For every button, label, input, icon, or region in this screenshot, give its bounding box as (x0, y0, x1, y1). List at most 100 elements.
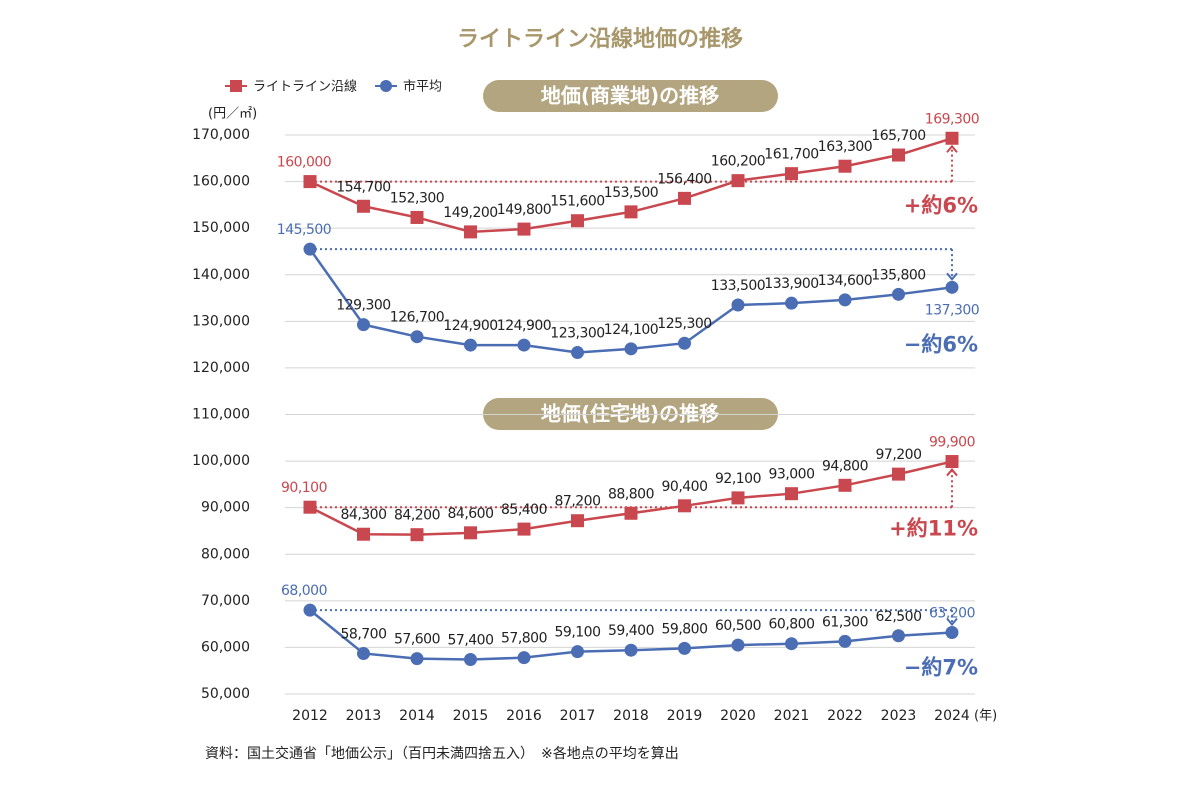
x-tick-label: 2022 (827, 708, 863, 724)
marker (892, 629, 905, 643)
marker (731, 298, 745, 312)
x-tick-label: 2016 (506, 708, 542, 724)
data-label: 156,400 (657, 171, 711, 187)
data-label: 124,900 (443, 318, 497, 334)
marker (678, 336, 691, 350)
data-label: 97,200 (876, 447, 922, 463)
marker (517, 522, 531, 536)
x-tick-label: 2018 (613, 708, 649, 724)
data-label: 92,100 (715, 471, 761, 487)
marker (303, 500, 317, 514)
data-label: 93,000 (769, 467, 815, 483)
x-tick-label: 2012 (292, 708, 328, 724)
data-label: 57,400 (448, 633, 494, 649)
data-label: 125,300 (657, 316, 711, 332)
marker (357, 646, 370, 660)
marker (464, 225, 477, 239)
annotation: +約11% (889, 517, 978, 541)
marker (731, 491, 745, 505)
x-tick-label: 2015 (453, 708, 489, 724)
x-tick-label: 2021 (774, 708, 810, 724)
marker (785, 637, 798, 651)
legend-label: 市平均 (403, 79, 442, 95)
data-label: 59,400 (608, 623, 654, 639)
data-label: 153,500 (604, 185, 658, 201)
data-label: 161,700 (764, 147, 818, 163)
y-tick-label: 70,000 (201, 593, 250, 609)
y-tick-label: 150,000 (192, 220, 250, 236)
marker (464, 653, 477, 667)
y-tick-label: 110,000 (192, 407, 250, 423)
marker (785, 296, 798, 310)
marker (571, 514, 584, 528)
y-tick-label: 80,000 (201, 546, 250, 562)
marker (624, 643, 638, 657)
marker (303, 175, 317, 189)
data-label: 123,300 (550, 326, 604, 342)
x-tick-label: 2017 (560, 708, 596, 724)
marker (410, 210, 424, 224)
data-label: 160,000 (277, 155, 331, 171)
marker (892, 287, 905, 301)
data-label: 133,900 (764, 276, 818, 292)
data-label: 126,700 (390, 310, 444, 326)
marker (945, 131, 959, 145)
marker (838, 478, 852, 492)
annotation: −約6% (904, 332, 978, 356)
data-label: 57,800 (501, 631, 547, 647)
marker (678, 191, 691, 205)
data-label: 59,100 (555, 625, 601, 641)
marker (731, 638, 745, 652)
y-tick-label: 140,000 (192, 267, 250, 283)
y-tick-label: 90,000 (201, 500, 250, 516)
data-label: 60,800 (769, 617, 815, 633)
data-label: 129,300 (336, 298, 390, 314)
y-tick-label: 160,000 (192, 174, 250, 190)
marker (464, 338, 477, 352)
x-tick-label: 2020 (720, 708, 756, 724)
x-unit: (年) (974, 709, 997, 724)
marker (785, 487, 798, 501)
data-label: 84,600 (448, 506, 494, 522)
marker (838, 159, 852, 173)
data-label: 165,700 (871, 128, 925, 144)
arrow-head (946, 617, 958, 627)
marker (678, 641, 691, 655)
marker (410, 528, 424, 542)
data-label: 152,300 (390, 190, 444, 206)
marker (517, 651, 531, 665)
marker (731, 174, 745, 188)
data-label: 57,600 (394, 632, 440, 648)
marker (464, 526, 477, 540)
data-label: 87,200 (555, 494, 601, 510)
data-label: 124,100 (604, 322, 658, 338)
y-tick-label: 170,000 (192, 127, 250, 143)
data-label: 149,800 (497, 202, 551, 218)
marker (303, 603, 317, 617)
data-label: 154,700 (336, 179, 390, 195)
data-label: 68,000 (281, 583, 327, 599)
data-label: 94,800 (822, 458, 868, 474)
marker (624, 342, 638, 356)
y-tick-label: 130,000 (192, 313, 250, 329)
arrow-head (946, 467, 958, 477)
y-tick-label: 60,000 (201, 639, 250, 655)
panel-badge (483, 80, 778, 112)
marker (517, 222, 531, 236)
marker (624, 506, 638, 520)
data-label: 63,200 (929, 606, 975, 622)
x-tick-label: 2024 (934, 708, 970, 724)
y-tick-label: 100,000 (192, 453, 250, 469)
marker (410, 652, 424, 666)
marker (892, 148, 905, 162)
marker (945, 455, 959, 469)
y-tick-label: 120,000 (192, 360, 250, 376)
data-label: 160,200 (711, 154, 765, 170)
marker (571, 214, 584, 228)
data-label: 133,500 (711, 278, 765, 294)
marker (303, 242, 317, 256)
grid (285, 134, 975, 695)
y-unit: (円／㎡) (208, 107, 257, 122)
marker (357, 318, 370, 332)
data-label: 124,900 (497, 318, 551, 334)
